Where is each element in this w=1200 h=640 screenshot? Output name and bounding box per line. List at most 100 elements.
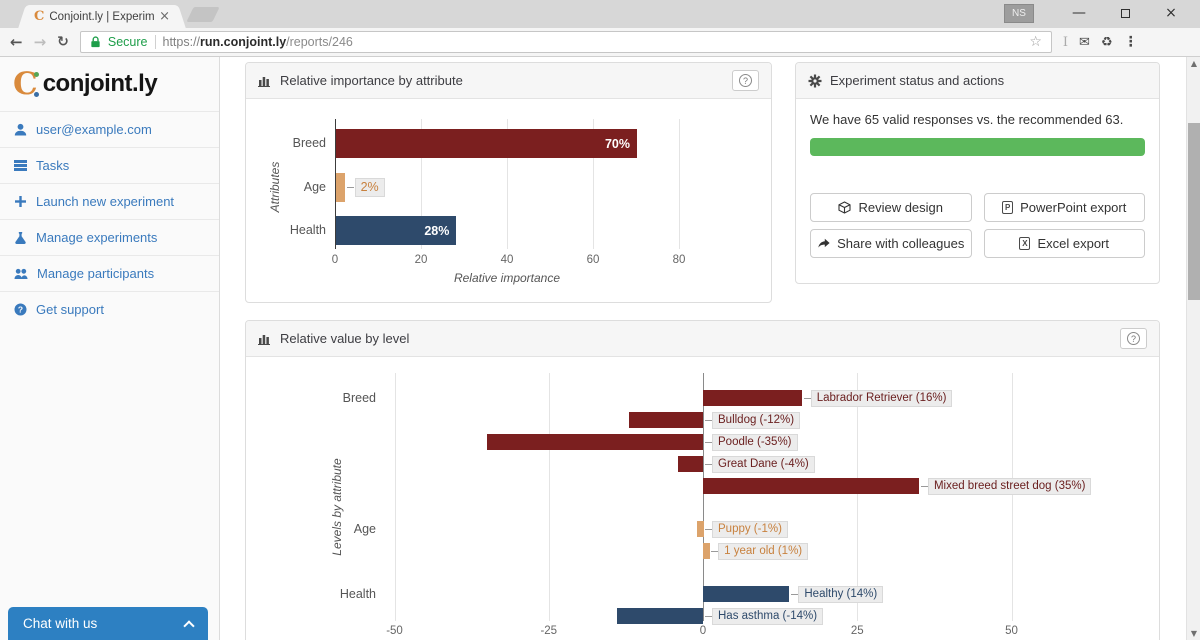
label-connector bbox=[711, 551, 719, 552]
bar-chart-icon bbox=[258, 335, 270, 345]
gear-icon bbox=[808, 74, 822, 87]
x-tick-label: 25 bbox=[850, 625, 864, 637]
sidebar-item-tasks[interactable]: Tasks bbox=[0, 147, 219, 183]
bar bbox=[703, 586, 790, 602]
url-scheme: https:// bbox=[162, 35, 201, 49]
bar-label: Great Dane (-4%) bbox=[712, 456, 815, 473]
x-tick-label: 20 bbox=[414, 254, 428, 266]
browser-tab[interactable]: C Conjoint.ly | Experiment × bbox=[28, 5, 176, 28]
bar bbox=[487, 434, 703, 450]
y-axis-title: Attributes bbox=[268, 161, 282, 213]
panel-relative-value-header: Relative value by level ? bbox=[246, 321, 1159, 357]
button-label: Share with colleagues bbox=[837, 236, 965, 251]
bar bbox=[703, 543, 710, 559]
chat-with-us-button[interactable]: Chat with us bbox=[8, 607, 208, 640]
back-icon[interactable]: ← bbox=[10, 32, 23, 51]
powerpoint-export-button[interactable]: P PowerPoint export bbox=[983, 193, 1145, 222]
button-label: PowerPoint export bbox=[1020, 200, 1127, 215]
bar-label: 1 year old (1%) bbox=[718, 543, 809, 560]
bar bbox=[678, 456, 703, 472]
bar: 28% bbox=[336, 216, 457, 245]
sidebar-item-get-support[interactable]: ? Get support bbox=[0, 291, 219, 327]
page-scrollbar[interactable]: ▲ ▼ bbox=[1186, 57, 1200, 640]
help-button[interactable]: ? bbox=[732, 70, 759, 91]
label-connector bbox=[705, 442, 712, 443]
extension-i-icon[interactable]: I bbox=[1062, 34, 1069, 50]
panel-experiment-status-header: Experiment status and actions bbox=[796, 63, 1159, 99]
panel-relative-importance: Relative importance by attribute ? 0 20 40… bbox=[245, 62, 772, 303]
panel-relative-importance-header: Relative importance by attribute ? bbox=[246, 63, 771, 99]
category-label: Age bbox=[303, 180, 326, 194]
window-controls: NS — × bbox=[1004, 0, 1194, 26]
scroll-down-icon[interactable]: ▼ bbox=[1190, 629, 1198, 638]
sidebar-item-manage-experiments[interactable]: Manage experiments bbox=[0, 219, 219, 255]
scrollbar-thumb[interactable] bbox=[1188, 123, 1200, 300]
minimize-icon[interactable]: — bbox=[1072, 5, 1086, 21]
svg-text:?: ? bbox=[18, 304, 23, 314]
conjointly-logo[interactable]: C conjoint.ly bbox=[0, 57, 219, 111]
sidebar-item-account[interactable]: user@example.com bbox=[0, 111, 219, 147]
group-label: Breed bbox=[342, 391, 376, 405]
chevron-up-icon bbox=[183, 619, 195, 632]
y-axis-title: Levels by attribute bbox=[330, 458, 344, 556]
panel-title: Relative importance by attribute bbox=[280, 73, 463, 88]
restore-glyph bbox=[1120, 6, 1135, 18]
sidebar-item-launch-experiment[interactable]: Launch new experiment bbox=[0, 183, 219, 219]
x-tick-label: -50 bbox=[386, 625, 403, 637]
report-content: Relative importance by attribute ? 0 20 40… bbox=[220, 57, 1200, 640]
bar bbox=[616, 608, 703, 624]
review-design-button[interactable]: Review design bbox=[810, 193, 972, 222]
gridline bbox=[394, 373, 396, 621]
gridline bbox=[421, 119, 422, 249]
browser-menu-icon[interactable]: ⋮ bbox=[1123, 34, 1138, 50]
share-with-colleagues-button[interactable]: Share with colleagues bbox=[810, 229, 972, 258]
sidebar-item-label: user@example.com bbox=[36, 122, 152, 137]
bar bbox=[703, 478, 919, 494]
label-connector bbox=[920, 486, 928, 487]
mail-extension-icon[interactable]: ✉ bbox=[1079, 34, 1090, 50]
bar: 70% bbox=[336, 129, 637, 158]
bar-value-label: 2% bbox=[354, 178, 385, 197]
panel-title: Relative value by level bbox=[280, 331, 410, 346]
panel-experiment-status: Experiment status and actions We have 65… bbox=[795, 62, 1160, 284]
category-label: Breed bbox=[292, 136, 326, 150]
x-tick-label: 50 bbox=[1005, 625, 1018, 637]
scroll-up-icon[interactable]: ▲ bbox=[1190, 59, 1198, 68]
file-excel-icon: X bbox=[1019, 237, 1031, 250]
share-icon bbox=[818, 238, 830, 248]
status-body: We have 65 valid responses vs. the recom… bbox=[796, 99, 1159, 258]
sidebar-item-manage-participants[interactable]: Manage participants bbox=[0, 255, 219, 291]
gridline bbox=[1011, 373, 1013, 621]
recycle-extension-icon[interactable]: ♻ bbox=[1100, 34, 1113, 50]
bookmark-star-icon[interactable]: ☆ bbox=[1029, 34, 1042, 50]
close-icon[interactable]: × bbox=[1165, 5, 1177, 21]
x-tick-label: -25 bbox=[540, 625, 558, 637]
x-tick-label: 40 bbox=[500, 254, 514, 266]
profile-badge[interactable]: NS bbox=[1004, 3, 1034, 23]
browser-chrome: C Conjoint.ly | Experiment × NS — × ← → … bbox=[0, 0, 1200, 57]
excel-export-button[interactable]: X Excel export bbox=[983, 229, 1145, 258]
url-separator bbox=[154, 35, 156, 49]
relative-importance-chart: 0 20 40 60 80 Breed 70% Age 2% Health 28% Attribute… bbox=[246, 99, 771, 302]
x-tick-label: 0 bbox=[331, 254, 339, 266]
url-bar[interactable]: Secure https://run.conjoint.ly/reports/2… bbox=[79, 31, 1052, 53]
file-ppt-icon: P bbox=[1002, 201, 1014, 214]
bar-label: Mixed breed street dog (35%) bbox=[927, 478, 1092, 495]
bar-label: Bulldog (-12%) bbox=[712, 412, 801, 429]
help-button[interactable]: ? bbox=[1120, 328, 1147, 349]
tab-close-icon[interactable]: × bbox=[159, 9, 170, 24]
restore-icon[interactable] bbox=[1102, 5, 1148, 21]
question-icon: ? bbox=[739, 74, 752, 87]
x-tick-label: 0 bbox=[699, 625, 707, 637]
forward-icon[interactable]: → bbox=[33, 32, 47, 51]
url-domain: run.conjoint.ly bbox=[200, 35, 287, 49]
help-icon: ? bbox=[14, 303, 27, 316]
new-tab-button[interactable] bbox=[186, 7, 220, 22]
flask-icon bbox=[15, 232, 26, 244]
bar-label: Poodle (-35%) bbox=[712, 434, 798, 451]
sidebar-item-label: Launch new experiment bbox=[36, 194, 175, 209]
secure-label: Secure bbox=[107, 35, 148, 49]
url-path: /reports/246 bbox=[286, 35, 353, 49]
user-icon bbox=[14, 123, 27, 136]
reload-icon[interactable]: ↻ bbox=[57, 34, 69, 50]
